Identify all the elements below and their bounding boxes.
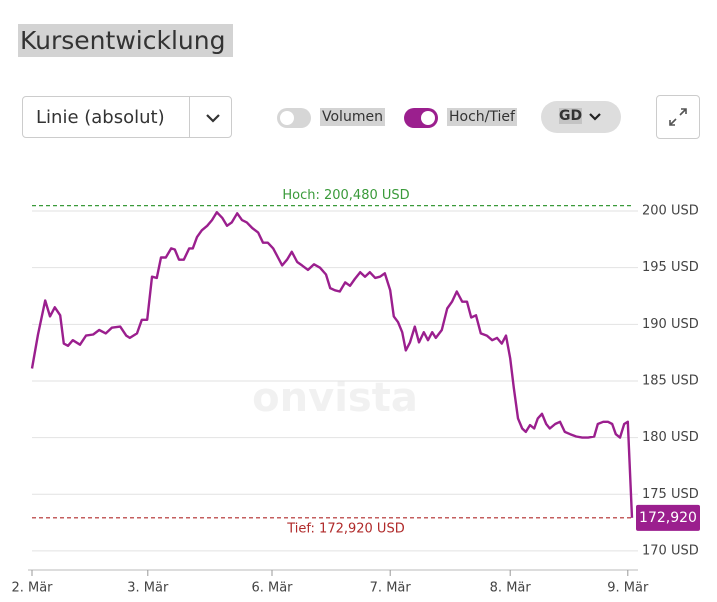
dropdown-label: Linie (absolut) bbox=[36, 107, 165, 128]
y-tick-label: 180 USD bbox=[642, 430, 699, 445]
y-tick-label: 170 USD bbox=[642, 543, 699, 558]
highlow-label: Hoch/Tief bbox=[447, 108, 517, 126]
x-tick-label: 2. Mär bbox=[11, 581, 53, 596]
x-tick-label: 3. Mär bbox=[127, 581, 169, 596]
y-tick-label: 185 USD bbox=[642, 373, 699, 388]
x-tick-label: 7. Mär bbox=[370, 581, 412, 596]
gd-button[interactable]: GD bbox=[541, 101, 621, 133]
expand-icon bbox=[669, 108, 687, 126]
chart-type-dropdown[interactable]: Linie (absolut) bbox=[22, 96, 232, 138]
y-tick-label: 195 USD bbox=[642, 260, 699, 275]
title: Kursentwicklung bbox=[18, 24, 234, 57]
gd-label: GD bbox=[559, 108, 583, 124]
chevron bbox=[589, 113, 601, 121]
last-value-box bbox=[636, 504, 700, 531]
y-tick-label: 200 USD bbox=[642, 204, 699, 219]
price-line bbox=[30, 211, 634, 518]
volume-toggle[interactable] bbox=[277, 108, 311, 128]
separator bbox=[189, 97, 190, 137]
x-tick-label: 8. Mär bbox=[490, 581, 532, 596]
volume-label: Volumen bbox=[320, 108, 385, 126]
watermark: onvista bbox=[252, 375, 418, 421]
y-tick-label: 190 USD bbox=[642, 317, 699, 332]
expand-button[interactable] bbox=[656, 95, 700, 139]
last-value-label: 172,920 bbox=[639, 510, 697, 526]
x-tick-label: 9. Mär bbox=[607, 581, 649, 596]
highlow-toggle[interactable] bbox=[404, 108, 438, 128]
y-tick-label: 175 USD bbox=[642, 487, 699, 502]
chevron bbox=[206, 114, 220, 123]
low-label: Tief: 172,920 USD bbox=[286, 521, 404, 536]
x-tick-label: 6. Mär bbox=[251, 581, 293, 596]
high-label: Hoch: 200,480 USD bbox=[282, 188, 409, 203]
